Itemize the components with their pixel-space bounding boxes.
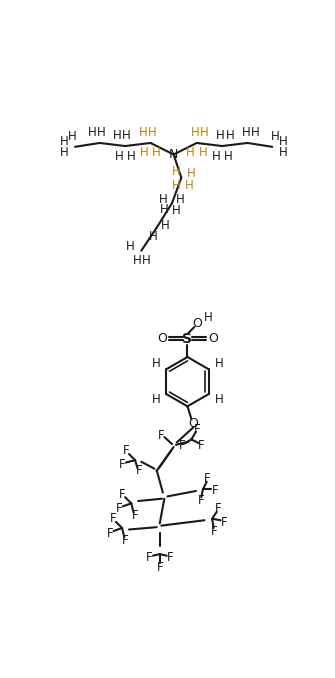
Text: H: H — [199, 146, 207, 159]
Text: H: H — [68, 129, 76, 142]
Text: H: H — [88, 125, 96, 139]
Text: F: F — [123, 445, 130, 458]
Text: O: O — [189, 417, 199, 430]
Text: F: F — [107, 527, 113, 540]
Text: H: H — [185, 179, 193, 192]
Text: F: F — [119, 458, 125, 471]
Text: H: H — [212, 150, 220, 163]
Text: F: F — [193, 423, 200, 436]
Text: F: F — [198, 494, 205, 506]
Text: F: F — [110, 512, 117, 525]
Text: H: H — [60, 135, 69, 148]
Text: F: F — [158, 429, 164, 442]
Text: O: O — [157, 332, 167, 345]
Text: H: H — [138, 125, 147, 139]
Text: H: H — [122, 129, 131, 142]
Text: H: H — [152, 357, 160, 370]
Text: H: H — [279, 135, 287, 148]
Text: F: F — [146, 551, 152, 563]
Text: H: H — [279, 146, 287, 159]
Text: H: H — [191, 125, 200, 139]
Text: H: H — [158, 193, 167, 205]
Text: H: H — [172, 204, 181, 217]
Text: H: H — [160, 203, 169, 216]
Text: H: H — [200, 125, 209, 139]
Text: H: H — [251, 125, 260, 139]
Text: H: H — [216, 129, 225, 142]
Text: H: H — [140, 146, 149, 159]
Text: H: H — [172, 179, 181, 192]
Text: F: F — [136, 464, 142, 477]
Text: F: F — [116, 502, 122, 515]
Text: H: H — [115, 150, 123, 163]
Text: F: F — [122, 534, 128, 546]
Text: H: H — [172, 165, 181, 178]
Text: H: H — [204, 311, 213, 324]
Text: S: S — [183, 332, 193, 346]
Text: H: H — [186, 146, 195, 159]
Text: H: H — [152, 393, 160, 406]
Text: H: H — [142, 254, 151, 266]
Text: H: H — [127, 150, 136, 163]
Text: H: H — [60, 146, 69, 159]
Text: F: F — [204, 472, 211, 485]
Text: F: F — [156, 561, 163, 574]
Text: F: F — [119, 487, 125, 500]
Text: H: H — [214, 357, 223, 370]
Text: H: H — [161, 219, 170, 232]
Text: H: H — [148, 230, 157, 243]
Text: H: H — [187, 167, 196, 180]
Text: N: N — [169, 148, 178, 161]
Text: O: O — [208, 332, 218, 345]
Text: H: H — [176, 193, 185, 205]
Text: F: F — [221, 516, 228, 529]
Text: H: H — [225, 129, 234, 142]
Text: H: H — [224, 150, 232, 163]
Text: H: H — [152, 146, 161, 159]
Text: H: H — [97, 125, 106, 139]
Text: F: F — [212, 485, 218, 498]
Text: F: F — [132, 509, 138, 522]
Text: F: F — [167, 551, 174, 563]
Text: F: F — [211, 525, 218, 538]
Text: H: H — [148, 125, 156, 139]
Text: O: O — [192, 317, 202, 330]
Text: F: F — [179, 439, 185, 452]
Text: F: F — [198, 439, 205, 452]
Text: H: H — [113, 129, 122, 142]
Text: H: H — [126, 241, 135, 254]
Text: H: H — [133, 254, 142, 267]
Text: F: F — [215, 502, 221, 515]
Text: H: H — [271, 129, 280, 142]
Text: H: H — [214, 393, 223, 406]
Text: H: H — [242, 125, 250, 139]
